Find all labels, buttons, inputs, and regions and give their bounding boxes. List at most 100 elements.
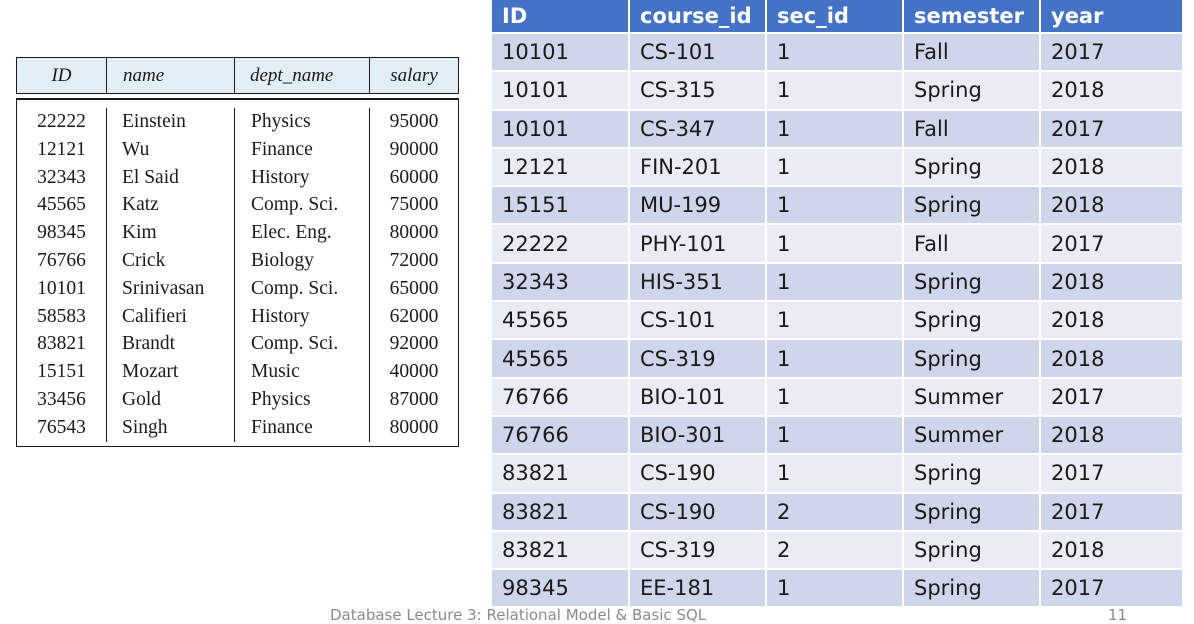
teaches-course-id-cell: CS-319	[629, 339, 767, 379]
instructor-dept-cell: Finance	[235, 135, 370, 164]
teaches-header-row: ID course_id sec_id semester year	[492, 0, 1184, 34]
teaches-year-cell: 2017	[1040, 33, 1184, 73]
teaches-row: 83821 CS-319 2 Spring 2018	[492, 530, 1184, 571]
instructor-row: 33456 Gold Physics 87000	[17, 385, 458, 414]
instructor-row: 83821 Brandt Comp. Sci. 92000	[17, 330, 458, 359]
teaches-semester-cell: Summer	[903, 377, 1041, 417]
teaches-course-id-cell: CS-190	[629, 492, 767, 532]
instructor-col-dept-name: dept_name	[235, 58, 370, 93]
teaches-course-id-cell: BIO-301	[629, 415, 767, 456]
teaches-year-cell: 2018	[1040, 147, 1184, 188]
instructor-id-cell: 76766	[17, 246, 107, 275]
teaches-sec-id-cell: 1	[766, 454, 904, 494]
instructor-col-id: ID	[17, 58, 107, 93]
teaches-row: 10101 CS-101 1 Fall 2017	[492, 33, 1184, 73]
instructor-row: 10101 Srinivasan Comp. Sci. 65000	[17, 274, 458, 303]
teaches-row: 83821 CS-190 1 Spring 2017	[492, 454, 1184, 494]
teaches-row: 12121 FIN-201 1 Spring 2018	[492, 147, 1184, 188]
teaches-id-cell: 22222	[492, 224, 630, 264]
teaches-row: 32343 HIS-351 1 Spring 2018	[492, 262, 1184, 303]
teaches-id-cell: 76766	[492, 377, 630, 417]
instructor-dept-cell: History	[235, 163, 370, 192]
instructor-name-cell: Srinivasan	[107, 274, 235, 303]
teaches-year-cell: 2018	[1040, 301, 1184, 341]
teaches-sec-id-cell: 1	[766, 262, 904, 303]
teaches-year-cell: 2017	[1040, 492, 1184, 532]
teaches-course-id-cell: EE-181	[629, 569, 767, 609]
teaches-sec-id-cell: 1	[766, 339, 904, 379]
teaches-row: 15151 MU-199 1 Spring 2018	[492, 186, 1184, 226]
instructor-dept-cell: History	[235, 302, 370, 331]
teaches-semester-cell: Fall	[903, 109, 1041, 149]
teaches-year-cell: 2017	[1040, 454, 1184, 494]
instructor-name-cell: Katz	[107, 191, 235, 220]
teaches-sec-id-cell: 1	[766, 301, 904, 341]
instructor-salary-cell: 72000	[389, 249, 439, 271]
instructor-row: 45565 Katz Comp. Sci. 75000	[17, 191, 458, 220]
teaches-row: 83821 CS-190 2 Spring 2017	[492, 492, 1184, 532]
teaches-sec-id-cell: 1	[766, 377, 904, 417]
instructor-name-cell: Wu	[107, 135, 235, 164]
teaches-course-id-cell: HIS-351	[629, 262, 767, 303]
instructor-id-cell: 22222	[17, 108, 107, 136]
instructor-id-cell: 32343	[17, 163, 107, 192]
teaches-course-id-cell: CS-319	[629, 530, 767, 571]
teaches-sec-id-cell: 1	[766, 569, 904, 609]
instructor-salary-cell: 87000	[389, 388, 439, 410]
teaches-year-cell: 2018	[1040, 186, 1184, 226]
teaches-row: 45565 CS-101 1 Spring 2018	[492, 301, 1184, 341]
instructor-name-cell: Brandt	[107, 330, 235, 359]
instructor-header-row: ID name dept_name salary	[16, 57, 459, 94]
teaches-year-cell: 2017	[1040, 377, 1184, 417]
teaches-semester-cell: Spring	[903, 569, 1041, 609]
teaches-sec-id-cell: 1	[766, 224, 904, 264]
page-number: 11	[1108, 606, 1128, 624]
teaches-course-id-cell: PHY-101	[629, 224, 767, 264]
teaches-year-cell: 2018	[1040, 71, 1184, 111]
teaches-row: 10101 CS-347 1 Fall 2017	[492, 109, 1184, 149]
teaches-col-course-id: course_id	[629, 0, 767, 34]
teaches-row: 22222 PHY-101 1 Fall 2017	[492, 224, 1184, 264]
teaches-col-semester: semester	[903, 0, 1041, 34]
instructor-dept-cell: Biology	[235, 246, 370, 275]
instructor-name-cell: El Said	[107, 163, 235, 192]
teaches-year-cell: 2018	[1040, 262, 1184, 303]
instructor-salary-cell: 90000	[389, 138, 439, 160]
teaches-row: 45565 CS-319 1 Spring 2018	[492, 339, 1184, 379]
teaches-semester-cell: Spring	[903, 147, 1041, 188]
teaches-row: 10101 CS-315 1 Spring 2018	[492, 71, 1184, 111]
teaches-row: 98345 EE-181 1 Spring 2017	[492, 569, 1184, 609]
teaches-semester-cell: Spring	[903, 339, 1041, 379]
teaches-id-cell: 10101	[492, 33, 630, 73]
teaches-year-cell: 2018	[1040, 339, 1184, 379]
instructor-row: 22222 Einstein Physics 95000	[17, 108, 458, 136]
teaches-id-cell: 98345	[492, 569, 630, 609]
teaches-id-cell: 83821	[492, 492, 630, 532]
instructor-id-cell: 10101	[17, 274, 107, 303]
teaches-sec-id-cell: 1	[766, 71, 904, 111]
teaches-semester-cell: Spring	[903, 71, 1041, 111]
instructor-id-cell: 15151	[17, 358, 107, 386]
teaches-course-id-cell: CS-190	[629, 454, 767, 494]
teaches-id-cell: 32343	[492, 262, 630, 303]
teaches-sec-id-cell: 1	[766, 147, 904, 188]
instructor-id-cell: 83821	[17, 330, 107, 359]
instructor-row: 58583 Califieri History 62000	[17, 302, 458, 331]
instructor-name-cell: Kim	[107, 219, 235, 247]
instructor-name-cell: Califieri	[107, 302, 235, 331]
instructor-row: 76543 Singh Finance 80000	[17, 413, 458, 442]
teaches-semester-cell: Fall	[903, 33, 1041, 73]
teaches-course-id-cell: CS-347	[629, 109, 767, 149]
instructor-id-cell: 12121	[17, 135, 107, 164]
teaches-sec-id-cell: 1	[766, 109, 904, 149]
teaches-course-id-cell: MU-199	[629, 186, 767, 226]
teaches-semester-cell: Spring	[903, 301, 1041, 341]
instructor-salary-cell: 60000	[389, 166, 439, 188]
instructor-dept-cell: Physics	[235, 385, 370, 414]
teaches-course-id-cell: CS-315	[629, 71, 767, 111]
teaches-id-cell: 76766	[492, 415, 630, 456]
instructor-row: 76766 Crick Biology 72000	[17, 246, 458, 275]
instructor-salary-cell: 75000	[389, 194, 439, 216]
teaches-semester-cell: Spring	[903, 530, 1041, 571]
instructor-col-salary: salary	[390, 65, 438, 86]
